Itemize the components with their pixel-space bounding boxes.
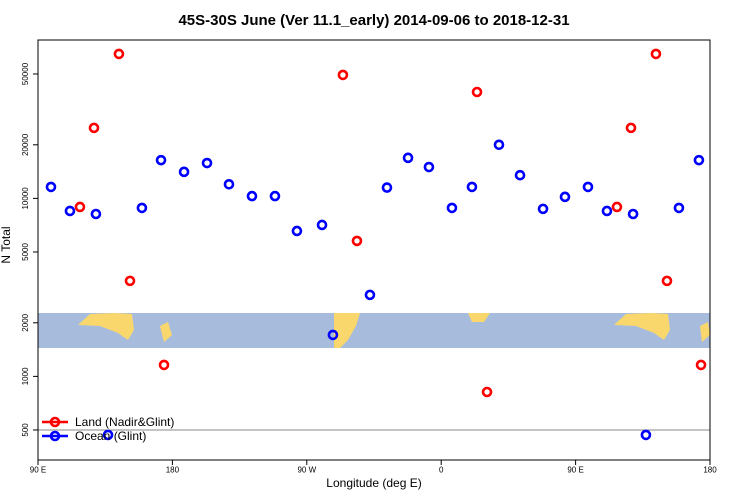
point bbox=[627, 208, 639, 220]
point bbox=[364, 289, 376, 301]
point bbox=[695, 359, 707, 371]
x-tick-label: 0 bbox=[439, 466, 444, 475]
point bbox=[158, 359, 170, 371]
y-tick-label: 10000 bbox=[21, 187, 30, 210]
point bbox=[625, 122, 637, 134]
point bbox=[693, 154, 705, 166]
point bbox=[559, 191, 571, 203]
point bbox=[64, 205, 76, 217]
point bbox=[351, 235, 363, 247]
point bbox=[601, 205, 613, 217]
point bbox=[113, 48, 125, 60]
y-tick-label: 2000 bbox=[21, 313, 30, 331]
point bbox=[514, 169, 526, 181]
y-tick-label: 50000 bbox=[21, 62, 30, 85]
point bbox=[650, 48, 662, 60]
point bbox=[246, 190, 258, 202]
point bbox=[201, 157, 213, 169]
x-axis-label: Longitude (deg E) bbox=[326, 476, 421, 490]
x-tick-label: 180 bbox=[166, 466, 180, 475]
point bbox=[45, 181, 57, 193]
point bbox=[291, 225, 303, 237]
point bbox=[88, 122, 100, 134]
point bbox=[74, 201, 86, 213]
x-tick-label: 90 E bbox=[567, 466, 583, 475]
point bbox=[446, 202, 458, 214]
point bbox=[537, 203, 549, 215]
point bbox=[155, 154, 167, 166]
point bbox=[90, 208, 102, 220]
map-strip bbox=[38, 313, 710, 348]
y-tick-label: 20000 bbox=[21, 133, 30, 156]
point bbox=[136, 202, 148, 214]
legend-marker bbox=[49, 430, 61, 442]
point bbox=[269, 190, 281, 202]
y-tick-label: 500 bbox=[21, 423, 30, 437]
point bbox=[102, 429, 114, 441]
y-tick-label: 5000 bbox=[21, 243, 30, 261]
point bbox=[178, 166, 190, 178]
point bbox=[381, 182, 393, 193]
x-tick-label: 180 bbox=[703, 466, 717, 475]
point bbox=[423, 161, 435, 173]
x-tick-label: 90 E bbox=[30, 466, 46, 475]
x-tick-label: 90 W bbox=[297, 466, 316, 475]
point bbox=[493, 139, 505, 151]
legend-marker bbox=[49, 416, 61, 428]
point bbox=[673, 202, 685, 214]
point bbox=[640, 429, 652, 441]
legend-label: Ocean (Glint) bbox=[75, 429, 146, 443]
point bbox=[611, 201, 623, 213]
point bbox=[124, 275, 136, 287]
point bbox=[481, 386, 493, 398]
point bbox=[471, 86, 483, 98]
plot-frame bbox=[37, 39, 711, 461]
point bbox=[661, 275, 673, 287]
chart-title: 45S-30S June (Ver 11.1_early) 2014-09-06… bbox=[178, 12, 569, 29]
point bbox=[402, 152, 414, 164]
point bbox=[327, 329, 339, 341]
y-axis-label: N Total bbox=[0, 226, 13, 263]
point bbox=[466, 181, 478, 193]
point bbox=[316, 219, 328, 231]
point bbox=[337, 69, 349, 81]
legend-label: Land (Nadir&Glint) bbox=[75, 415, 174, 429]
point bbox=[223, 178, 235, 190]
y-tick-label: 1000 bbox=[21, 367, 30, 385]
point bbox=[582, 181, 594, 193]
